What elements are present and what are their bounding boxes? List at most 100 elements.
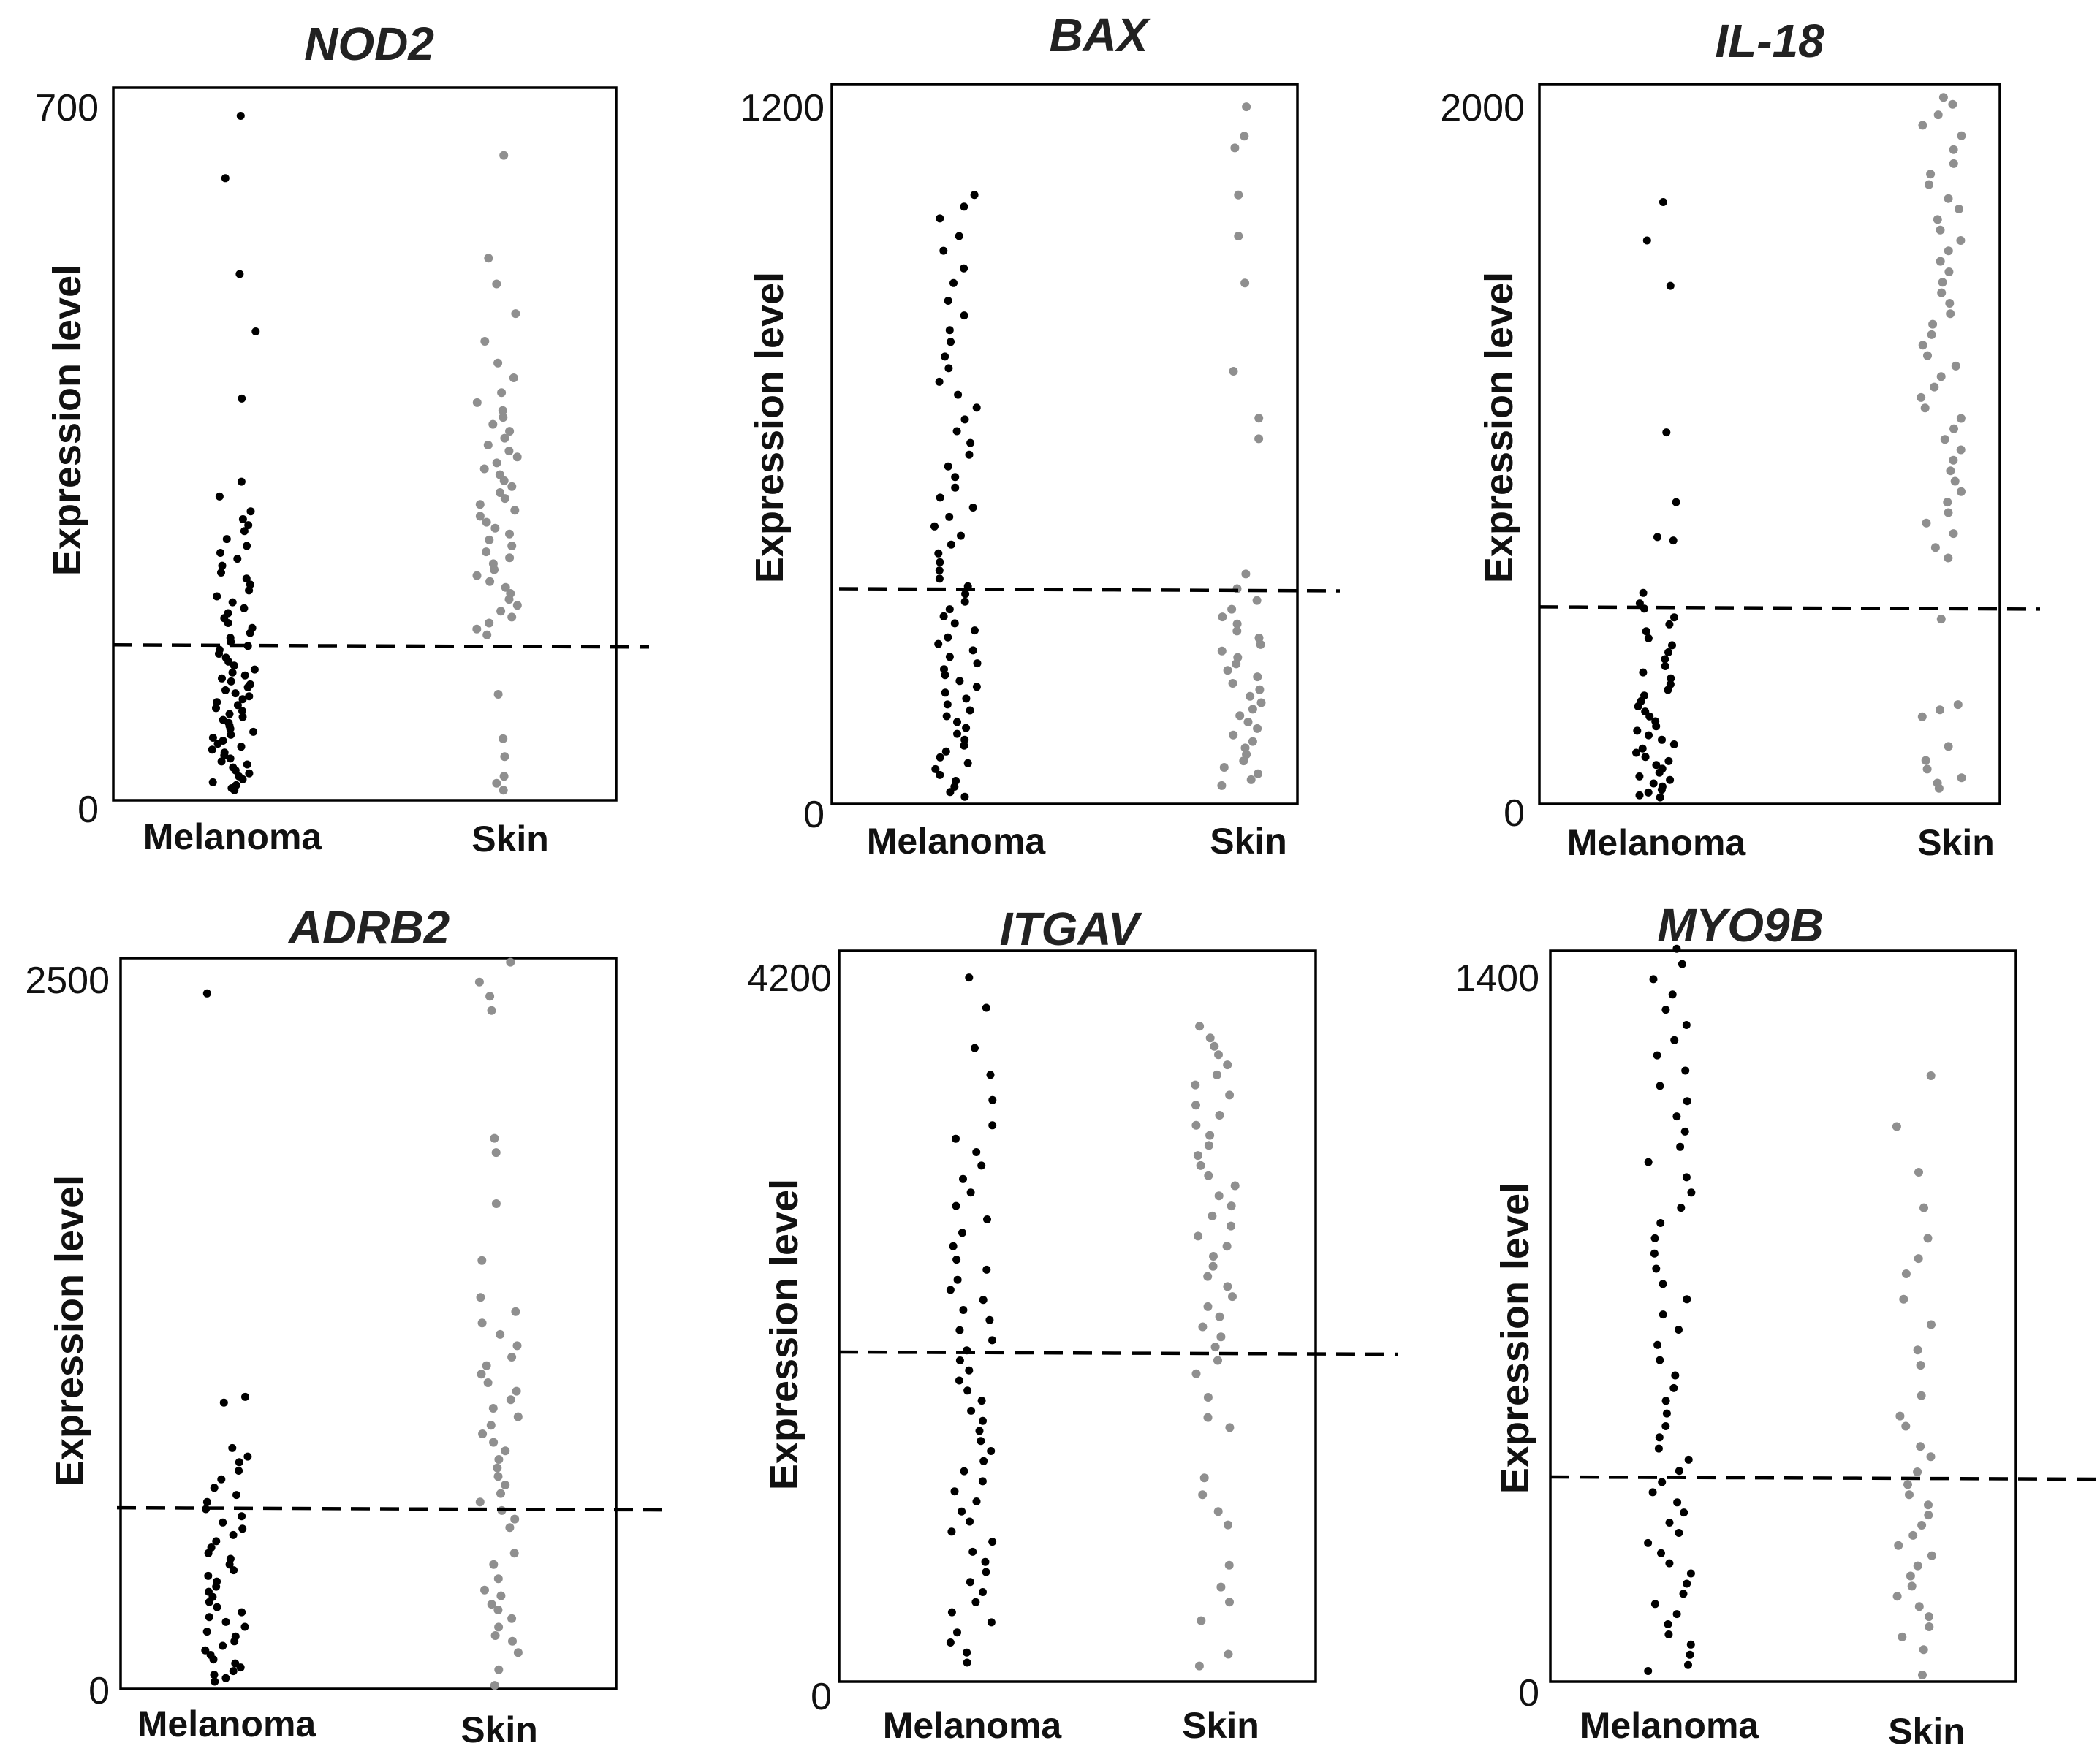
- melanoma-point-28: [213, 1603, 221, 1611]
- melanoma-point-20: [959, 1306, 968, 1314]
- melanoma-point-10: [1683, 1097, 1691, 1106]
- skin-point-38: [1199, 1473, 1209, 1483]
- melanoma-point-11: [1672, 1112, 1681, 1121]
- melanoma-point-50: [238, 707, 246, 715]
- melanoma-point-1: [982, 1003, 990, 1012]
- melanoma-point-16: [1661, 655, 1669, 664]
- melanoma-point-4: [238, 394, 246, 403]
- melanoma-point-19: [1667, 674, 1675, 683]
- melanoma-point-0: [202, 989, 211, 998]
- skin-point-24: [1927, 1551, 1936, 1560]
- skin-point-19: [488, 1404, 498, 1413]
- skin-point-47: [1917, 712, 1927, 721]
- melanoma-point-18: [966, 438, 975, 447]
- melanoma-point-44: [231, 689, 240, 698]
- skin-point-10: [1916, 1361, 1925, 1370]
- y-tick-top: 2500: [25, 960, 110, 1002]
- x-label-melanoma: Melanoma: [137, 1704, 317, 1744]
- skin-point-39: [1217, 781, 1227, 790]
- melanoma-point-7: [1653, 1051, 1661, 1060]
- melanoma-point-14: [1668, 641, 1676, 650]
- melanoma-point-29: [934, 549, 943, 558]
- skin-point-45: [1953, 700, 1963, 710]
- melanoma-point-36: [945, 605, 954, 614]
- melanoma-point-48: [972, 683, 981, 691]
- melanoma-point-28: [1652, 722, 1661, 731]
- melanoma-point-24: [212, 1582, 221, 1591]
- skin-point-33: [1919, 1645, 1928, 1655]
- melanoma-point-3: [228, 1443, 237, 1452]
- melanoma-point-30: [936, 558, 944, 566]
- melanoma-point-43: [210, 1671, 219, 1679]
- melanoma-point-15: [952, 1256, 961, 1264]
- skin-point-33: [505, 553, 515, 563]
- skin-point-32: [1940, 435, 1949, 444]
- skin-point-44: [508, 1636, 517, 1646]
- skin-point-11: [488, 419, 498, 429]
- skin-point-7: [497, 388, 507, 398]
- skin-point-46: [482, 630, 492, 639]
- skin-point-23: [489, 1438, 499, 1447]
- skin-point-38: [1943, 498, 1952, 507]
- melanoma-point-45: [245, 692, 254, 701]
- melanoma-point-5: [988, 1121, 997, 1130]
- skin-point-18: [1217, 646, 1227, 656]
- melanoma-point-42: [243, 683, 252, 691]
- melanoma-point-35: [960, 597, 969, 606]
- melanoma-point-5: [1682, 1021, 1691, 1029]
- skin-point-10: [1191, 1120, 1201, 1130]
- melanoma-point-38: [950, 619, 959, 628]
- melanoma-point-2: [1649, 975, 1658, 984]
- skin-point-9: [1913, 1345, 1922, 1355]
- skin-point-4: [480, 337, 490, 346]
- skin-point-42: [496, 607, 506, 616]
- melanoma-point-51: [943, 700, 952, 709]
- skin-point-29: [1215, 1312, 1224, 1321]
- melanoma-point-1: [221, 174, 230, 183]
- melanoma-point-26: [965, 1366, 974, 1375]
- melanoma-point-37: [228, 668, 237, 677]
- skin-point-37: [1225, 1423, 1235, 1432]
- melanoma-point-48: [233, 701, 242, 710]
- skin-point-18: [479, 464, 489, 474]
- melanoma-point-49: [212, 704, 220, 713]
- skin-point-16: [1230, 1181, 1240, 1191]
- skin-point-21: [1194, 1231, 1203, 1241]
- skin-point-6: [1949, 159, 1958, 168]
- skin-point-32: [510, 1514, 520, 1524]
- melanoma-point-8: [1681, 1066, 1690, 1075]
- skin-point-8: [1191, 1101, 1200, 1110]
- panel-adrb2: ADRB2 Expression level 2500 0 Melanoma S…: [0, 881, 700, 1762]
- melanoma-point-3: [986, 1071, 995, 1079]
- melanoma-point-36: [250, 665, 259, 674]
- skin-point-25: [1951, 361, 1960, 371]
- melanoma-point-53: [1686, 1640, 1695, 1649]
- melanoma-point-12: [1642, 627, 1650, 636]
- skin-point-26: [1936, 372, 1946, 381]
- skin-point-14: [482, 1361, 491, 1370]
- melanoma-point-58: [227, 730, 235, 739]
- melanoma-point-1: [1678, 960, 1686, 968]
- skin-point-12: [1936, 225, 1945, 235]
- skin-point-4: [1923, 1234, 1933, 1243]
- melanoma-point-29: [1669, 1383, 1678, 1392]
- skin-point-23: [1228, 679, 1237, 688]
- melanoma-point-41: [1665, 1519, 1674, 1527]
- melanoma-point-61: [213, 740, 222, 748]
- melanoma-point-37: [939, 612, 948, 620]
- skin-point-7: [1254, 414, 1264, 423]
- melanoma-point-66: [946, 788, 955, 797]
- skin-point-9: [498, 406, 507, 415]
- chart-title: BAX: [1049, 9, 1150, 61]
- melanoma-point-38: [240, 671, 249, 680]
- skin-point-11: [1252, 596, 1262, 605]
- skin-point-28: [1203, 1302, 1213, 1311]
- skin-point-32: [1210, 1343, 1220, 1352]
- x-label-skin: Skin: [1888, 1711, 1966, 1752]
- skin-point-46: [1936, 705, 1944, 715]
- skin-point-8: [476, 1293, 485, 1302]
- melanoma-point-18: [1639, 668, 1648, 677]
- skin-point-37: [480, 1585, 489, 1595]
- skin-point-26: [1223, 1282, 1232, 1291]
- melanoma-point-26: [1653, 1340, 1662, 1349]
